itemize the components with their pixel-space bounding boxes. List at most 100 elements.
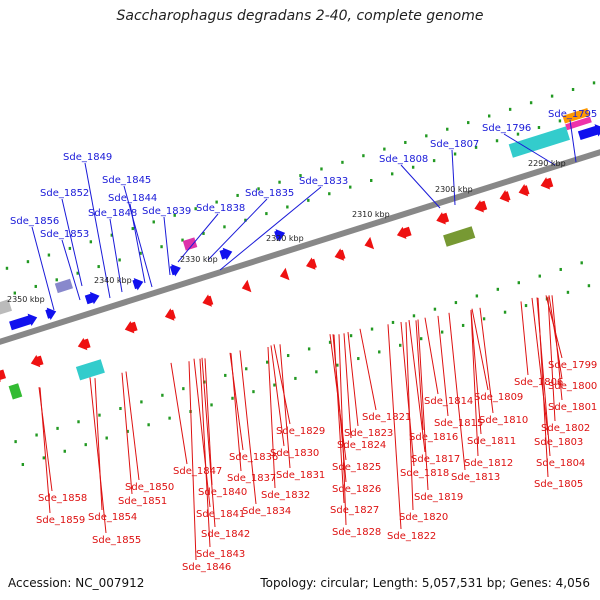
tick-dot (152, 220, 155, 224)
label-connector (201, 357, 216, 528)
forward-gene-arrow (274, 229, 286, 242)
reverse-gene-arrow (306, 257, 317, 270)
tick-dot (495, 139, 499, 143)
tick-dot (341, 160, 344, 164)
label-connector (270, 345, 285, 447)
gene-label: Sde_1809 (474, 392, 523, 403)
tick-dot (110, 233, 114, 237)
tick-dot (529, 101, 533, 105)
gene-label: Sde_1830 (270, 448, 319, 459)
tick-dot (231, 396, 234, 400)
tick-dot (516, 132, 520, 136)
label-connector (204, 358, 213, 486)
tick-dot (202, 231, 205, 235)
tick-dot (571, 87, 575, 91)
gene-label: Sde_1824 (337, 440, 386, 451)
tick-dot (453, 152, 457, 156)
gene-box (562, 108, 590, 124)
reverse-gene-arrow (499, 190, 511, 203)
gene-label: Sde_1821 (362, 412, 411, 423)
forward-gene-arrow (219, 247, 233, 261)
tick-dot (63, 449, 66, 453)
tick-dot (508, 107, 512, 111)
label-connector (347, 332, 359, 427)
tick-dot (47, 253, 51, 257)
gene-label: Sde_1817 (411, 454, 460, 465)
label-connector (503, 133, 556, 166)
tick-dot (273, 383, 276, 387)
gene-label: Sde_1833 (299, 176, 348, 187)
label-connector (94, 378, 103, 511)
gene-label: Sde_1837 (227, 473, 276, 484)
tick-dot (454, 301, 458, 305)
reverse-gene-arrow (396, 226, 412, 239)
gene-label: Sde_1849 (63, 152, 112, 163)
reverse-gene-arrow (518, 184, 530, 197)
tick-dot (378, 350, 381, 354)
gene-label: Sde_1801 (548, 402, 597, 413)
tick-dot (411, 165, 415, 169)
label-connector (219, 186, 322, 271)
tick-dot (252, 390, 255, 394)
tick-dot (161, 393, 164, 397)
label-connector (451, 149, 456, 206)
gene-label: Sde_1818 (400, 468, 449, 479)
gene-label: Sde_1823 (344, 428, 393, 439)
reverse-gene-arrow (540, 177, 554, 190)
gene-label: Sde_1826 (332, 484, 381, 495)
tick-dot (286, 205, 289, 209)
tick-dot (399, 343, 402, 347)
tick-dot (592, 81, 596, 85)
label-connector (170, 362, 188, 465)
gene-label: Sde_1795 (548, 109, 597, 120)
tick-dot (412, 314, 416, 318)
tick-dot (383, 147, 386, 151)
tick-dot (244, 218, 247, 222)
gene-label: Sde_1844 (108, 193, 157, 204)
reverse-gene-arrow (241, 279, 252, 293)
gene-box (8, 383, 23, 400)
label-connector (537, 297, 549, 478)
label-connector (470, 309, 482, 435)
tick-dot (5, 266, 9, 270)
label-connector (188, 361, 197, 561)
tick-dot (336, 363, 339, 367)
gene-box (182, 237, 198, 251)
tick-dot (97, 265, 100, 269)
reverse-gene-arrow (124, 321, 138, 334)
label-connector (448, 312, 466, 471)
forward-gene-arrow (9, 313, 38, 331)
label-connector (163, 216, 171, 276)
genome-summary: Topology: circular; Length: 5,057,531 bp… (260, 576, 590, 590)
tick-dot (474, 145, 478, 149)
genome-backbone (0, 149, 600, 345)
tick-dot (26, 260, 30, 264)
tick-dot (182, 387, 185, 391)
tick-dot (461, 323, 465, 327)
label-connector (569, 119, 577, 163)
tick-dot (13, 291, 16, 295)
tick-dot (328, 192, 331, 196)
page-title: Saccharophagus degradans 2-40, complete … (116, 8, 484, 24)
label-connector (408, 319, 426, 453)
tick-dot (210, 403, 213, 407)
gene-label: Sde_1845 (102, 175, 151, 186)
tick-dot (446, 127, 449, 131)
tick-dot (139, 251, 142, 255)
gene-label: Sde_1835 (245, 188, 294, 199)
gene-label: Sde_1852 (40, 188, 89, 199)
reverse-gene-arrow (0, 369, 6, 382)
tick-dot (35, 433, 38, 437)
label-connector (343, 333, 352, 439)
tick-dot (266, 360, 269, 364)
tick-dot (215, 200, 218, 204)
tick-dot (160, 245, 163, 249)
gene-label: Sde_1811 (467, 436, 516, 447)
tick-dot (550, 94, 554, 98)
tick-dot (131, 227, 134, 231)
tick-dot (236, 193, 239, 197)
tick-dot (503, 310, 507, 314)
tick-dot (496, 287, 500, 291)
tick-dot (34, 284, 37, 288)
